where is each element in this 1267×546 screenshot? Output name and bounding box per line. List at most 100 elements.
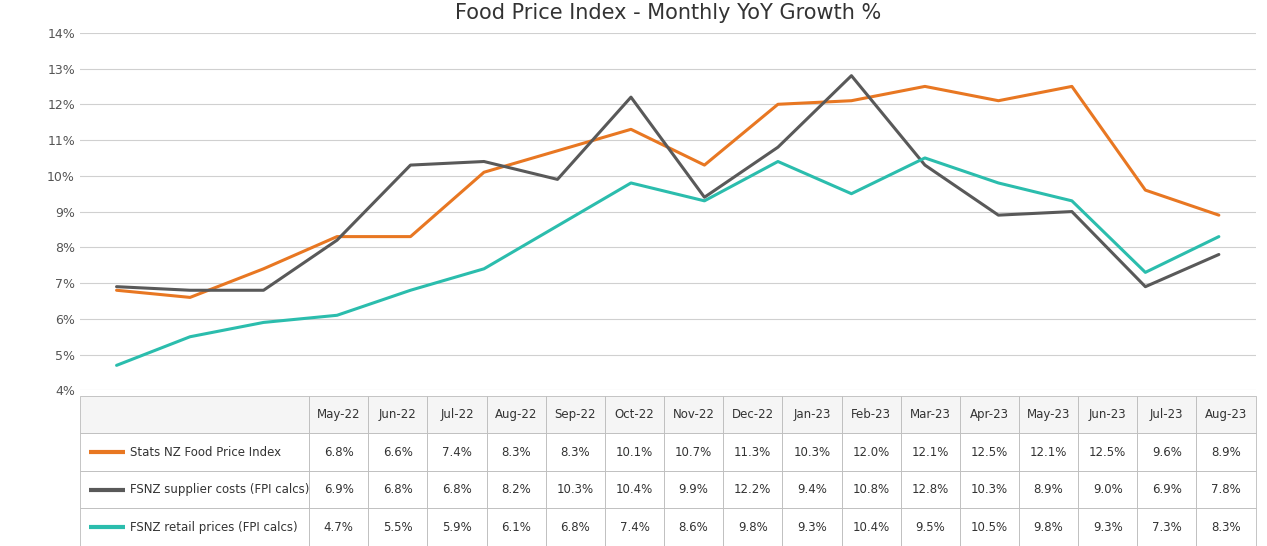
Text: 6.9%: 6.9% (1152, 483, 1182, 496)
Bar (309, 508, 369, 546)
Bar (487, 396, 546, 434)
Text: 12.0%: 12.0% (853, 446, 889, 459)
Text: 6.8%: 6.8% (442, 483, 471, 496)
Bar (723, 471, 782, 508)
Bar (1196, 396, 1256, 434)
Text: 12.2%: 12.2% (734, 483, 772, 496)
Text: 4.7%: 4.7% (324, 521, 353, 534)
Text: 9.0%: 9.0% (1093, 483, 1123, 496)
Bar (1078, 508, 1138, 546)
Text: Oct-22: Oct-22 (614, 408, 654, 421)
Bar (841, 434, 901, 471)
Bar (1078, 471, 1138, 508)
Text: 6.8%: 6.8% (324, 446, 353, 459)
Bar (487, 471, 546, 508)
Text: 7.4%: 7.4% (442, 446, 471, 459)
Text: 12.5%: 12.5% (1090, 446, 1126, 459)
Bar (1019, 434, 1078, 471)
Text: 6.8%: 6.8% (560, 521, 590, 534)
Bar (664, 471, 723, 508)
Bar (841, 508, 901, 546)
Text: 6.1%: 6.1% (502, 521, 531, 534)
Text: FSNZ retail prices (FPI calcs): FSNZ retail prices (FPI calcs) (131, 521, 298, 534)
Text: 10.1%: 10.1% (616, 446, 653, 459)
Text: 7.3%: 7.3% (1152, 521, 1182, 534)
Text: 9.8%: 9.8% (737, 521, 768, 534)
Text: 8.6%: 8.6% (679, 521, 708, 534)
Bar (664, 508, 723, 546)
Bar (782, 471, 841, 508)
Bar (1138, 471, 1196, 508)
Text: Dec-22: Dec-22 (732, 408, 774, 421)
Bar (487, 434, 546, 471)
Text: 12.1%: 12.1% (911, 446, 949, 459)
Text: 9.9%: 9.9% (679, 483, 708, 496)
Bar (901, 508, 960, 546)
Text: Jul-23: Jul-23 (1150, 408, 1183, 421)
Text: Mar-23: Mar-23 (910, 408, 950, 421)
Text: 9.3%: 9.3% (797, 521, 827, 534)
Bar (1019, 396, 1078, 434)
Bar (1196, 471, 1256, 508)
Text: 6.8%: 6.8% (383, 483, 413, 496)
Text: 11.3%: 11.3% (734, 446, 772, 459)
Text: 10.4%: 10.4% (853, 521, 889, 534)
Bar (427, 471, 487, 508)
Text: 6.9%: 6.9% (324, 483, 353, 496)
Bar (309, 434, 369, 471)
Bar (1138, 434, 1196, 471)
Bar (901, 471, 960, 508)
Text: 10.5%: 10.5% (971, 521, 1009, 534)
Text: 8.9%: 8.9% (1034, 483, 1063, 496)
Text: 5.5%: 5.5% (383, 521, 413, 534)
Text: May-22: May-22 (317, 408, 360, 421)
Text: 10.3%: 10.3% (556, 483, 594, 496)
Bar (80, 471, 309, 508)
Text: Feb-23: Feb-23 (851, 408, 891, 421)
Bar (901, 396, 960, 434)
Bar (664, 434, 723, 471)
Text: May-23: May-23 (1026, 408, 1071, 421)
Text: 5.9%: 5.9% (442, 521, 471, 534)
Title: Food Price Index - Monthly YoY Growth %: Food Price Index - Monthly YoY Growth % (455, 3, 881, 23)
Bar (1019, 508, 1078, 546)
Text: 8.9%: 8.9% (1211, 446, 1240, 459)
Text: 10.3%: 10.3% (793, 446, 830, 459)
Text: Aug-23: Aug-23 (1205, 408, 1247, 421)
Bar (1078, 434, 1138, 471)
Text: 8.3%: 8.3% (560, 446, 590, 459)
Text: 12.1%: 12.1% (1030, 446, 1067, 459)
Text: 10.8%: 10.8% (853, 483, 889, 496)
Text: Sep-22: Sep-22 (555, 408, 595, 421)
Bar (369, 508, 427, 546)
Text: Jul-22: Jul-22 (440, 408, 474, 421)
Bar (1078, 396, 1138, 434)
Bar (723, 434, 782, 471)
Text: Jan-23: Jan-23 (793, 408, 831, 421)
Bar (604, 434, 664, 471)
Bar (80, 396, 309, 434)
Bar (427, 396, 487, 434)
Text: 12.5%: 12.5% (971, 446, 1009, 459)
Bar (664, 396, 723, 434)
Bar (1196, 508, 1256, 546)
Bar (782, 434, 841, 471)
Bar (369, 396, 427, 434)
Bar (427, 508, 487, 546)
Bar (369, 434, 427, 471)
Text: 10.7%: 10.7% (675, 446, 712, 459)
Bar (782, 508, 841, 546)
Text: Jun-23: Jun-23 (1088, 408, 1126, 421)
Bar (369, 471, 427, 508)
Text: 7.4%: 7.4% (620, 521, 650, 534)
Bar (80, 508, 309, 546)
Bar (841, 396, 901, 434)
Bar (427, 434, 487, 471)
Text: Jun-22: Jun-22 (379, 408, 417, 421)
Text: 7.8%: 7.8% (1211, 483, 1240, 496)
Bar (546, 434, 604, 471)
Bar (546, 471, 604, 508)
Bar (309, 396, 369, 434)
Bar (901, 434, 960, 471)
Bar (546, 396, 604, 434)
